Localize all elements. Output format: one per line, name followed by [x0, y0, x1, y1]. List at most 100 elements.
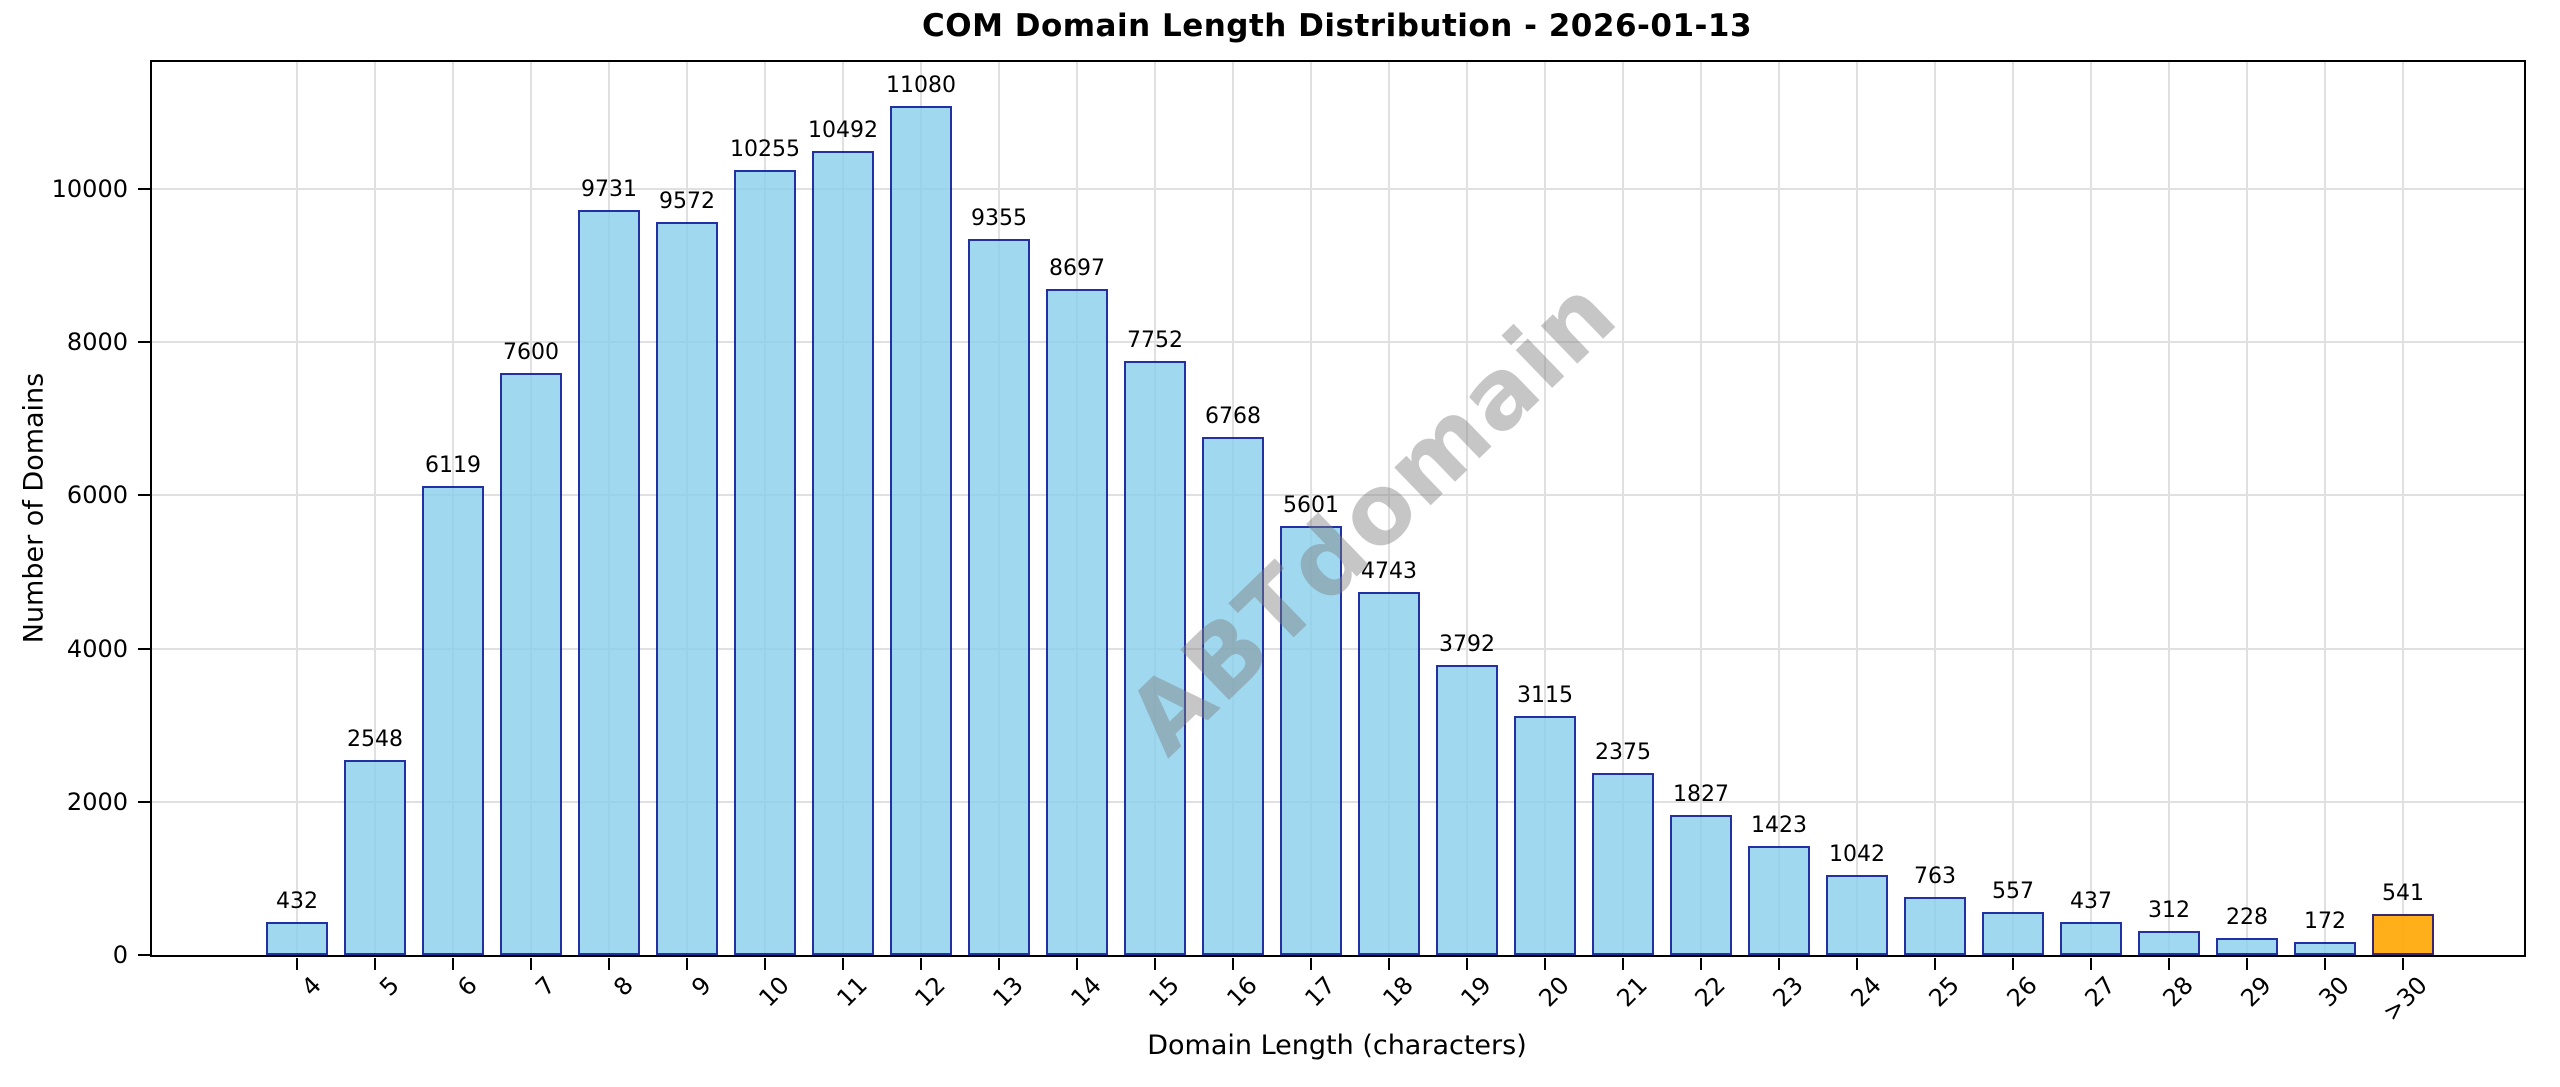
x-tick: [1310, 958, 1312, 970]
bar: [2060, 921, 2122, 955]
bar-value-label: 6768: [1205, 403, 1261, 429]
y-tick: [137, 954, 150, 956]
x-tick: [842, 958, 844, 970]
bar-value-label: 5601: [1283, 493, 1339, 519]
bar-value-label: 4743: [1361, 558, 1417, 584]
bar-value-label: 763: [1914, 863, 1956, 889]
x-tick-label: 27: [2079, 971, 2121, 1013]
y-tick-label: 0: [112, 941, 128, 969]
x-tick-label: 10: [753, 971, 795, 1013]
x-tick-label: 19: [1455, 971, 1497, 1013]
y-tick: [137, 800, 150, 803]
bar-value-label: 3792: [1439, 631, 1495, 657]
x-tick-label: 14: [1065, 971, 1107, 1013]
bar: [1514, 716, 1576, 955]
bar: [344, 759, 406, 955]
bar: [1982, 912, 2044, 955]
h-gridline: [152, 341, 2524, 344]
bar: [1280, 526, 1342, 955]
x-tick: [1856, 958, 1858, 970]
v-gridline: [1856, 62, 1858, 955]
bar: [1436, 664, 1498, 955]
x-tick-label: 29: [2235, 971, 2277, 1013]
x-tick: [1154, 958, 1156, 970]
bar: [1592, 773, 1654, 955]
x-tick: [2324, 958, 2326, 970]
bar-value-label: 10492: [808, 118, 878, 144]
x-tick-label: 6: [452, 971, 483, 1002]
bar-value-label: 432: [276, 888, 318, 914]
bar-value-label: 541: [2382, 880, 2424, 906]
x-tick: [530, 958, 532, 970]
v-gridline: [1700, 62, 1702, 955]
x-tick: [998, 958, 1000, 970]
bar-value-label: 557: [1992, 879, 2034, 905]
x-tick: [1544, 958, 1546, 970]
y-tick-label: 4000: [66, 634, 128, 663]
x-tick-label: 18: [1377, 971, 1419, 1013]
x-tick: [1622, 958, 1624, 970]
x-tick-label: 30: [2313, 971, 2355, 1013]
y-tick: [137, 647, 150, 650]
bar: [734, 169, 796, 955]
bar: [968, 238, 1030, 955]
x-tick-label: 13: [987, 971, 1029, 1013]
bar-value-label: 2548: [347, 726, 403, 752]
v-gridline: [1310, 62, 1312, 955]
x-tick-label: 17: [1299, 971, 1341, 1013]
bar-value-label: 2375: [1595, 740, 1651, 766]
plot-area: 0 2000 4000 6000 8000 10000 432 4 2548 5 6119 6 7600…: [52, 60, 2526, 1027]
v-gridline: [1934, 62, 1936, 955]
bar-value-label: 3115: [1517, 683, 1573, 709]
x-tick: [608, 958, 610, 970]
y-tick: [137, 188, 150, 191]
x-tick-label: 28: [2157, 971, 2199, 1013]
x-tick: [686, 958, 688, 970]
bar-value-label: 172: [2304, 908, 2346, 934]
x-tick: [2168, 958, 2170, 970]
y-tick: [137, 341, 150, 344]
x-tick: [1388, 958, 1390, 970]
x-tick-label: 8: [608, 971, 639, 1002]
bar-value-label: 228: [2226, 904, 2268, 930]
x-tick: [374, 958, 376, 970]
bar-value-label: 9355: [971, 205, 1027, 231]
x-tick: [920, 958, 922, 970]
x-tick: [1232, 958, 1234, 970]
bar-value-label: 6119: [425, 453, 481, 479]
v-gridline: [2012, 62, 2014, 955]
bar: [578, 209, 640, 955]
bar-value-label: 9731: [581, 176, 637, 202]
bar-value-label: 1042: [1829, 842, 1885, 868]
y-tick-label: 2000: [66, 787, 128, 816]
bar-value-label: 11080: [886, 73, 956, 99]
v-gridline: [374, 62, 376, 955]
bar: [1124, 361, 1186, 955]
v-gridline: [296, 62, 298, 955]
x-tick-label: 26: [2001, 971, 2043, 1013]
bar: [1202, 436, 1264, 955]
x-tick: [1466, 958, 1468, 970]
bar-value-label: 10255: [730, 136, 800, 162]
bar-value-label: 7752: [1127, 328, 1183, 354]
bar: [2372, 913, 2434, 955]
bar: [1358, 591, 1420, 955]
y-tick-label: 6000: [66, 481, 128, 510]
x-tick-label: 23: [1767, 971, 1809, 1013]
x-tick-label: 25: [1923, 971, 1965, 1013]
bar: [266, 921, 328, 955]
x-tick-label: 24: [1845, 971, 1887, 1013]
x-tick: [1934, 958, 1936, 970]
v-gridline: [2168, 62, 2170, 955]
v-gridline: [1778, 62, 1780, 955]
bar-value-label: 7600: [503, 339, 559, 365]
x-tick: [2090, 958, 2092, 970]
chart-title: COM Domain Length Distribution - 2026-01…: [921, 8, 1753, 44]
x-tick-label: 11: [831, 971, 873, 1013]
x-tick-label: 22: [1689, 971, 1731, 1013]
bar: [812, 151, 874, 955]
bar: [1826, 875, 1888, 955]
x-tick-label: 15: [1143, 971, 1185, 1013]
bar: [500, 372, 562, 955]
